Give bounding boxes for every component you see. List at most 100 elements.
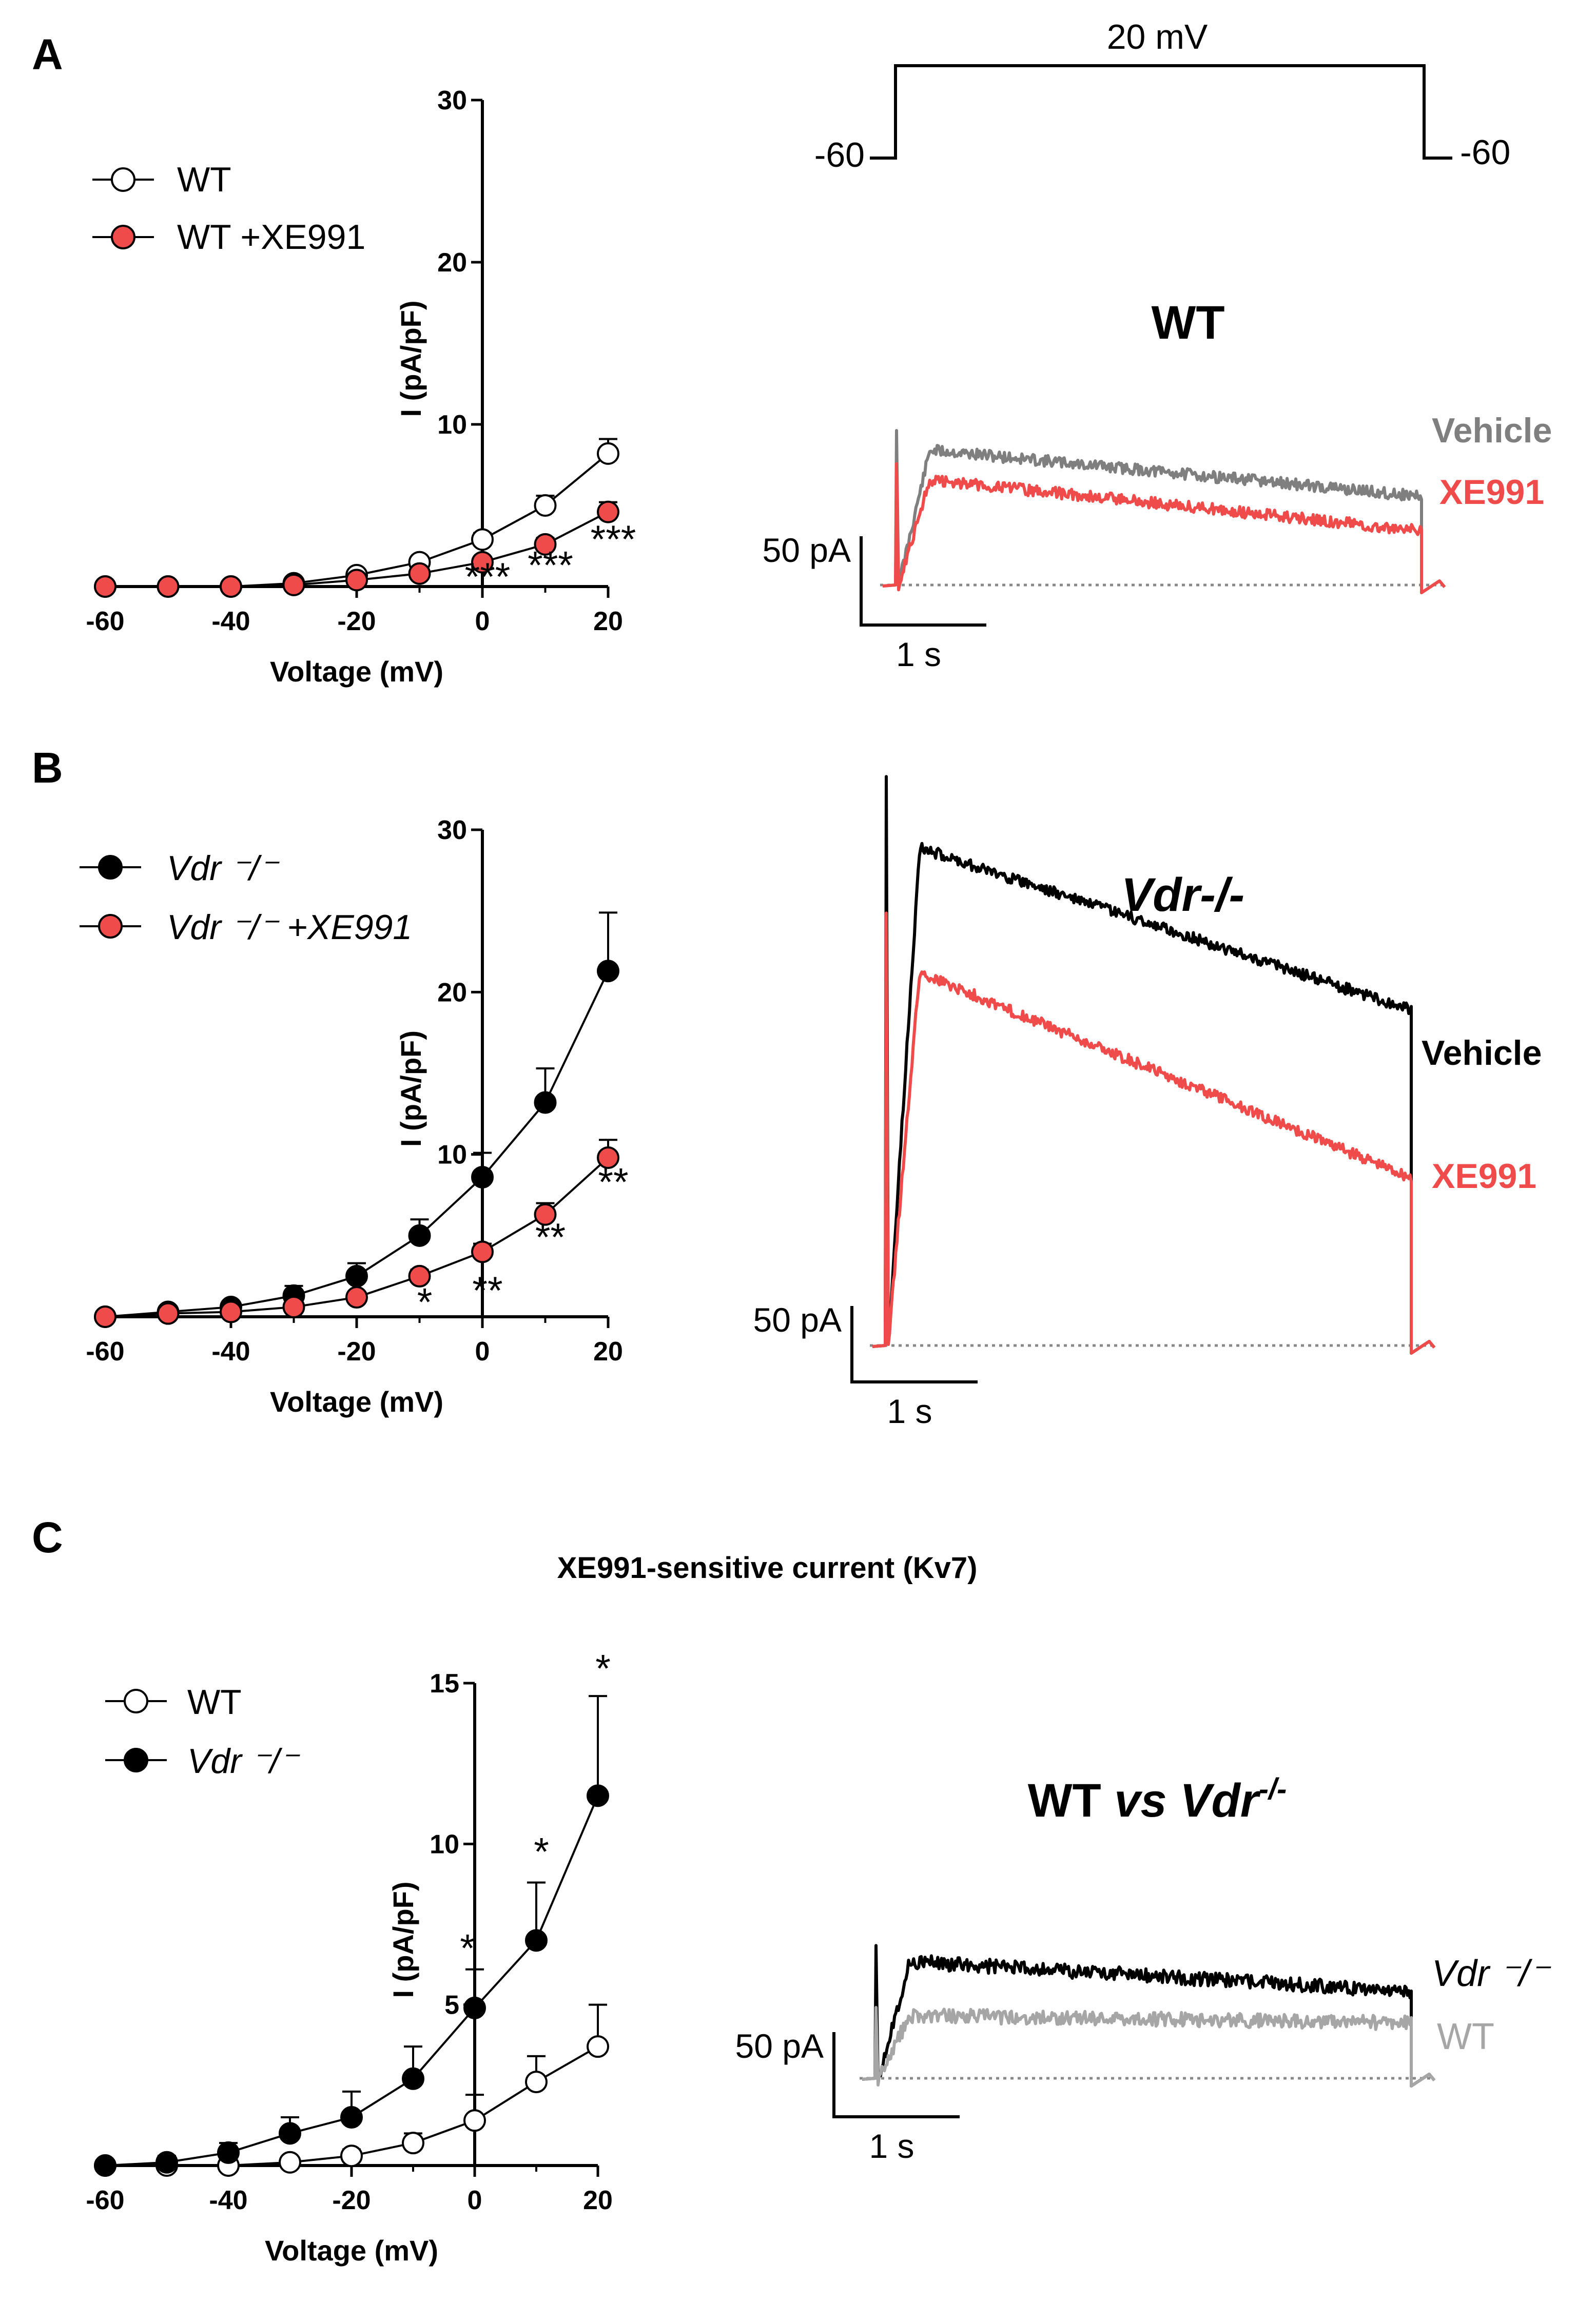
data-point xyxy=(220,575,242,598)
scale-current-label: 50 pA xyxy=(753,1301,842,1339)
significance-marker: ** xyxy=(472,1269,502,1313)
panel-label-c: C xyxy=(32,1513,63,1562)
legend-a-item-wt: WT xyxy=(92,160,231,199)
series-vdr- xyxy=(94,911,619,1328)
data-point xyxy=(463,1996,486,2019)
data-point xyxy=(402,2067,424,2090)
chart-b-iv: -60 -40 -20 0 20 10 20 30 Voltage (mV) I (pA/pF) *… xyxy=(86,815,628,1418)
significance-marker: ** xyxy=(535,1216,566,1259)
current-trace xyxy=(872,911,1436,1355)
x-tick-label: -20 xyxy=(337,607,376,636)
significance-marker: * xyxy=(417,1280,433,1324)
data-point xyxy=(217,2141,240,2164)
data-point xyxy=(471,1165,494,1188)
legend-marker-red xyxy=(111,225,135,249)
y-tick-label: 5 xyxy=(444,1991,459,2020)
legend-a-label-wt: WT xyxy=(177,160,231,199)
x-tick-label: 20 xyxy=(593,607,623,636)
data-point xyxy=(471,1240,494,1263)
legend-c: WT Vdr ⁻/⁻ xyxy=(105,1683,300,1781)
series-wt xyxy=(94,2003,609,2177)
protocol-hold-left: -60 xyxy=(814,135,865,174)
current-trace xyxy=(862,1944,1436,2088)
trace-c-title-plain: WT xyxy=(1028,1775,1115,1827)
y-tick-label: 30 xyxy=(437,815,467,845)
y-tick-label: 10 xyxy=(437,410,467,440)
trace-c-label-vdr: Vdr ⁻/⁻ xyxy=(1432,1953,1551,1994)
data-point xyxy=(408,562,431,585)
y-tick-label: 10 xyxy=(437,1140,467,1170)
data-point xyxy=(587,2035,609,2058)
current-trace xyxy=(872,775,1436,1355)
protocol-step-line xyxy=(870,64,1452,160)
x-axis-label: Voltage (mV) xyxy=(270,655,443,688)
trace-b-label-xe991: XE991 xyxy=(1432,1157,1536,1196)
x-tick-label: 20 xyxy=(593,1337,623,1367)
data-point xyxy=(408,1264,431,1288)
legend-c-label-vdr: Vdr ⁻/⁻ xyxy=(187,1742,300,1781)
data-point xyxy=(597,442,619,465)
data-point xyxy=(408,1224,431,1247)
legend-a-label-xe991: WT +XE991 xyxy=(177,218,365,257)
x-tick-label: 20 xyxy=(583,2186,613,2215)
x-tick-label: -40 xyxy=(209,2186,247,2215)
y-tick-label: 20 xyxy=(437,248,467,278)
chart-c-iv: -60 -40 -20 0 20 5 10 15 Voltage (mV) I (pA/pF) * *… xyxy=(86,1647,613,2267)
trace-c-title: WT vs Vdr-/- xyxy=(1028,1772,1287,1827)
panel-label-a: A xyxy=(32,30,63,79)
significance-marker: *** xyxy=(465,555,511,599)
trace-panel-b: 50 pA 1 s xyxy=(753,775,1436,1430)
current-trace xyxy=(882,462,1446,594)
legend-marker-black xyxy=(124,1748,148,1772)
panel-label-b: B xyxy=(32,744,63,792)
data-point xyxy=(471,551,494,574)
legend-c-item-vdr: Vdr ⁻/⁻ xyxy=(105,1742,300,1781)
x-tick-label: -60 xyxy=(86,607,124,636)
legend-a-item-xe991: WT +XE991 xyxy=(92,218,365,257)
trace-c-title-vs: vs xyxy=(1114,1775,1166,1827)
x-axis-label: Voltage (mV) xyxy=(265,2234,438,2267)
series-wt-xe991 xyxy=(94,500,619,598)
data-point xyxy=(340,2106,363,2129)
data-point xyxy=(157,575,180,598)
scale-time-label: 1 s xyxy=(887,1392,932,1430)
legend-b-label-vdr-xe991: Vdr ⁻/⁻ +XE991 xyxy=(167,908,412,947)
trace-c-title-gene: Vdr xyxy=(1167,1775,1261,1827)
data-point xyxy=(157,1302,180,1325)
x-tick-label: 0 xyxy=(468,2186,482,2215)
scale-time-label: 1 s xyxy=(896,635,941,673)
legend-b-label-vdr: Vdr ⁻/⁻ xyxy=(167,849,280,888)
x-tick-label: -60 xyxy=(86,2186,124,2215)
scale-bar xyxy=(860,536,986,627)
legend-b-item-vdr: Vdr ⁻/⁻ xyxy=(80,849,280,888)
scale-bar xyxy=(832,2032,960,2118)
x-tick-label: 0 xyxy=(475,607,490,636)
data-point xyxy=(471,528,494,551)
protocol-hold-right: -60 xyxy=(1460,133,1510,172)
chart-a-iv: -60 -40 -20 0 20 10 20 30 Voltage (mV) I (pA/pF) *… xyxy=(86,86,636,688)
trace-b-title: Vdr-/- xyxy=(1121,869,1244,921)
x-tick-label: -20 xyxy=(332,2186,371,2215)
trace-a-title: WT xyxy=(1151,297,1224,349)
legend-marker-red xyxy=(98,914,123,939)
scale-bar xyxy=(850,1306,978,1383)
data-point xyxy=(282,1296,305,1319)
trace-a-label-xe991: XE991 xyxy=(1439,473,1544,512)
y-tick-label: 20 xyxy=(437,978,467,1007)
x-tick-label: -40 xyxy=(211,1337,250,1367)
data-point xyxy=(597,1146,619,1169)
y-axis-label: I (pA/pF) xyxy=(395,1030,427,1147)
trace-panel-a: 50 pA 1 s xyxy=(763,428,1446,673)
significance-marker: *** xyxy=(528,544,573,588)
x-tick-label: 0 xyxy=(475,1337,490,1367)
current-trace xyxy=(862,2006,1436,2088)
y-axis-label: I (pA/pF) xyxy=(387,1881,419,1998)
trace-b-label-vehicle: Vehicle xyxy=(1422,1034,1542,1072)
data-point xyxy=(525,2071,548,2094)
legend-b-item-vdr-xe991: Vdr ⁻/⁻ +XE991 xyxy=(80,908,412,947)
series-vdr-xe991 xyxy=(94,1139,619,1328)
scale-time-label: 1 s xyxy=(869,2127,914,2165)
trace-a-label-vehicle: Vehicle xyxy=(1432,411,1552,450)
protocol-step-label: 20 mV xyxy=(1107,17,1208,56)
